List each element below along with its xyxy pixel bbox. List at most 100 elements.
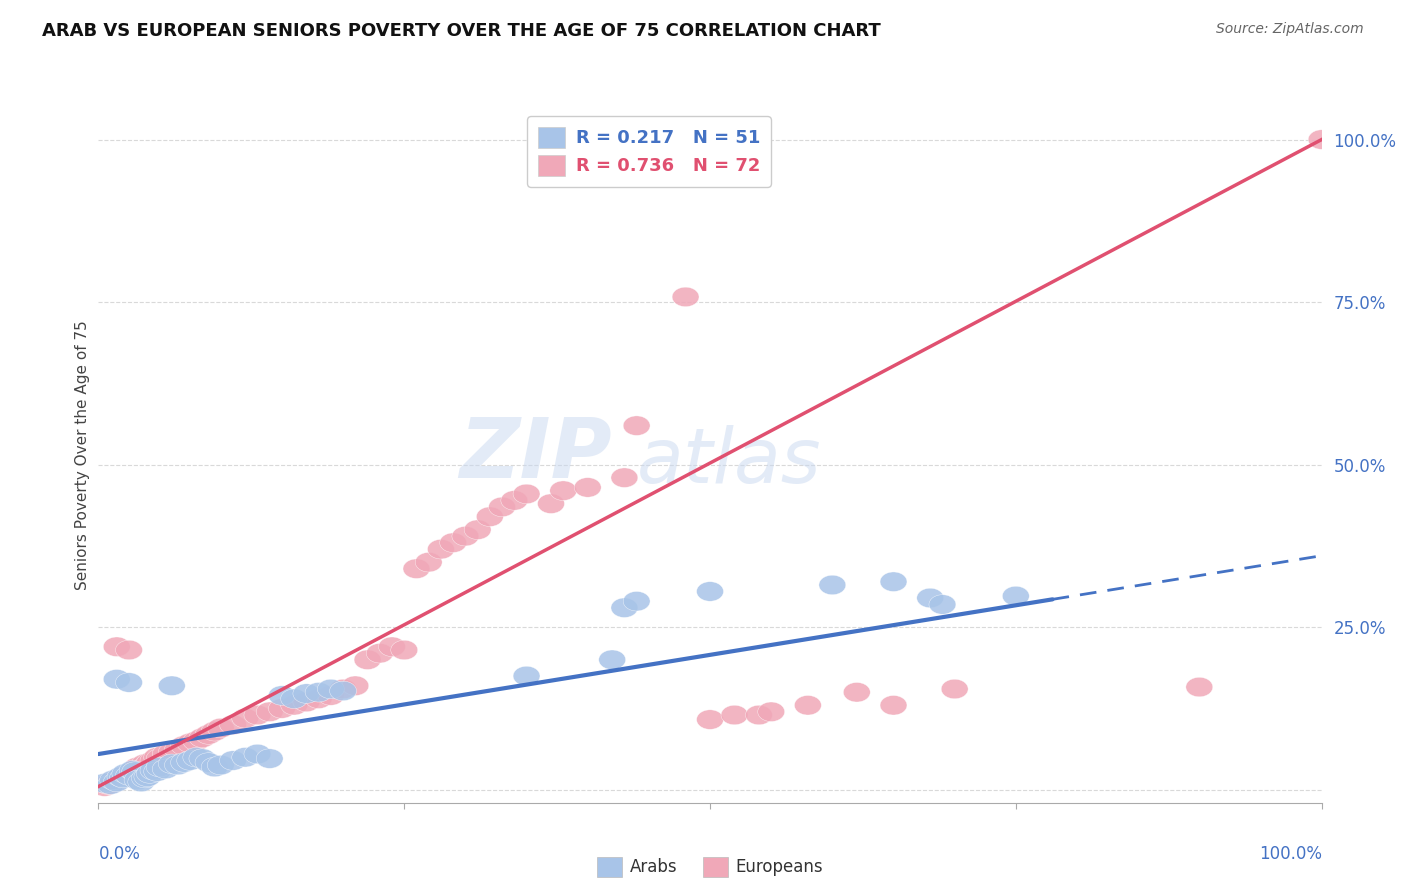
Ellipse shape: [537, 494, 564, 514]
Ellipse shape: [159, 754, 186, 773]
Ellipse shape: [177, 751, 204, 771]
Ellipse shape: [165, 756, 191, 775]
Ellipse shape: [292, 692, 319, 712]
Ellipse shape: [143, 747, 170, 767]
Ellipse shape: [880, 696, 907, 715]
Ellipse shape: [929, 595, 956, 615]
Ellipse shape: [91, 773, 118, 793]
Ellipse shape: [177, 733, 204, 753]
Ellipse shape: [103, 771, 131, 789]
Text: atlas: atlas: [637, 425, 821, 499]
Text: 0.0%: 0.0%: [98, 845, 141, 863]
Ellipse shape: [97, 772, 124, 792]
Ellipse shape: [146, 748, 173, 768]
Ellipse shape: [110, 767, 136, 787]
Ellipse shape: [1185, 677, 1213, 697]
Ellipse shape: [128, 772, 155, 792]
Ellipse shape: [758, 702, 785, 722]
Ellipse shape: [305, 682, 332, 702]
Ellipse shape: [183, 747, 209, 767]
Ellipse shape: [245, 706, 271, 725]
Ellipse shape: [342, 676, 368, 696]
Ellipse shape: [146, 757, 173, 777]
Ellipse shape: [120, 761, 146, 780]
Ellipse shape: [128, 759, 155, 779]
Y-axis label: Seniors Poverty Over the Age of 75: Seniors Poverty Over the Age of 75: [75, 320, 90, 590]
Ellipse shape: [207, 756, 235, 775]
Ellipse shape: [550, 481, 576, 500]
Ellipse shape: [100, 771, 127, 789]
Ellipse shape: [574, 478, 602, 497]
Ellipse shape: [97, 775, 124, 795]
Ellipse shape: [110, 768, 136, 788]
Ellipse shape: [159, 742, 186, 762]
Ellipse shape: [201, 722, 228, 741]
Ellipse shape: [170, 736, 197, 756]
Ellipse shape: [94, 775, 122, 795]
Ellipse shape: [107, 767, 134, 787]
Ellipse shape: [115, 673, 142, 692]
Ellipse shape: [122, 761, 149, 780]
Ellipse shape: [124, 771, 150, 789]
Ellipse shape: [404, 559, 430, 579]
Ellipse shape: [115, 764, 142, 783]
Ellipse shape: [195, 753, 222, 772]
Ellipse shape: [1308, 130, 1336, 149]
Ellipse shape: [100, 773, 127, 793]
Ellipse shape: [183, 731, 209, 751]
Ellipse shape: [256, 748, 283, 768]
Ellipse shape: [329, 679, 357, 698]
Ellipse shape: [329, 681, 357, 701]
Ellipse shape: [378, 637, 405, 657]
Ellipse shape: [219, 751, 246, 771]
Ellipse shape: [136, 764, 163, 783]
Ellipse shape: [354, 650, 381, 670]
Ellipse shape: [305, 689, 332, 708]
Ellipse shape: [165, 739, 191, 759]
Ellipse shape: [818, 575, 846, 595]
Ellipse shape: [159, 676, 186, 696]
Text: ARAB VS EUROPEAN SENIORS POVERTY OVER THE AGE OF 75 CORRELATION CHART: ARAB VS EUROPEAN SENIORS POVERTY OVER TH…: [42, 22, 882, 40]
Ellipse shape: [131, 768, 159, 788]
Ellipse shape: [107, 768, 134, 788]
Ellipse shape: [696, 582, 724, 601]
Ellipse shape: [207, 718, 235, 738]
Ellipse shape: [599, 650, 626, 670]
Ellipse shape: [513, 484, 540, 504]
Ellipse shape: [141, 751, 167, 771]
Ellipse shape: [464, 520, 491, 540]
Ellipse shape: [232, 708, 259, 728]
Ellipse shape: [281, 689, 308, 708]
Ellipse shape: [501, 491, 527, 510]
Ellipse shape: [152, 759, 179, 779]
Ellipse shape: [513, 666, 540, 686]
Ellipse shape: [122, 762, 149, 781]
Ellipse shape: [844, 682, 870, 702]
Ellipse shape: [136, 753, 163, 772]
Ellipse shape: [415, 552, 441, 572]
Ellipse shape: [195, 725, 222, 744]
Ellipse shape: [367, 643, 394, 663]
Ellipse shape: [115, 640, 142, 660]
Ellipse shape: [219, 715, 246, 734]
Ellipse shape: [612, 598, 638, 617]
Ellipse shape: [103, 637, 131, 657]
Ellipse shape: [292, 684, 319, 703]
Ellipse shape: [134, 767, 160, 787]
Ellipse shape: [201, 757, 228, 777]
Ellipse shape: [141, 761, 167, 780]
Ellipse shape: [115, 765, 142, 785]
Ellipse shape: [427, 540, 454, 559]
Ellipse shape: [721, 706, 748, 725]
Ellipse shape: [124, 757, 150, 777]
Ellipse shape: [131, 754, 159, 773]
Ellipse shape: [696, 710, 724, 730]
Ellipse shape: [880, 572, 907, 591]
Ellipse shape: [623, 591, 650, 611]
Ellipse shape: [188, 728, 217, 747]
Ellipse shape: [112, 765, 139, 785]
Ellipse shape: [188, 748, 217, 768]
Ellipse shape: [170, 753, 197, 772]
Ellipse shape: [917, 588, 943, 607]
Ellipse shape: [152, 744, 179, 764]
